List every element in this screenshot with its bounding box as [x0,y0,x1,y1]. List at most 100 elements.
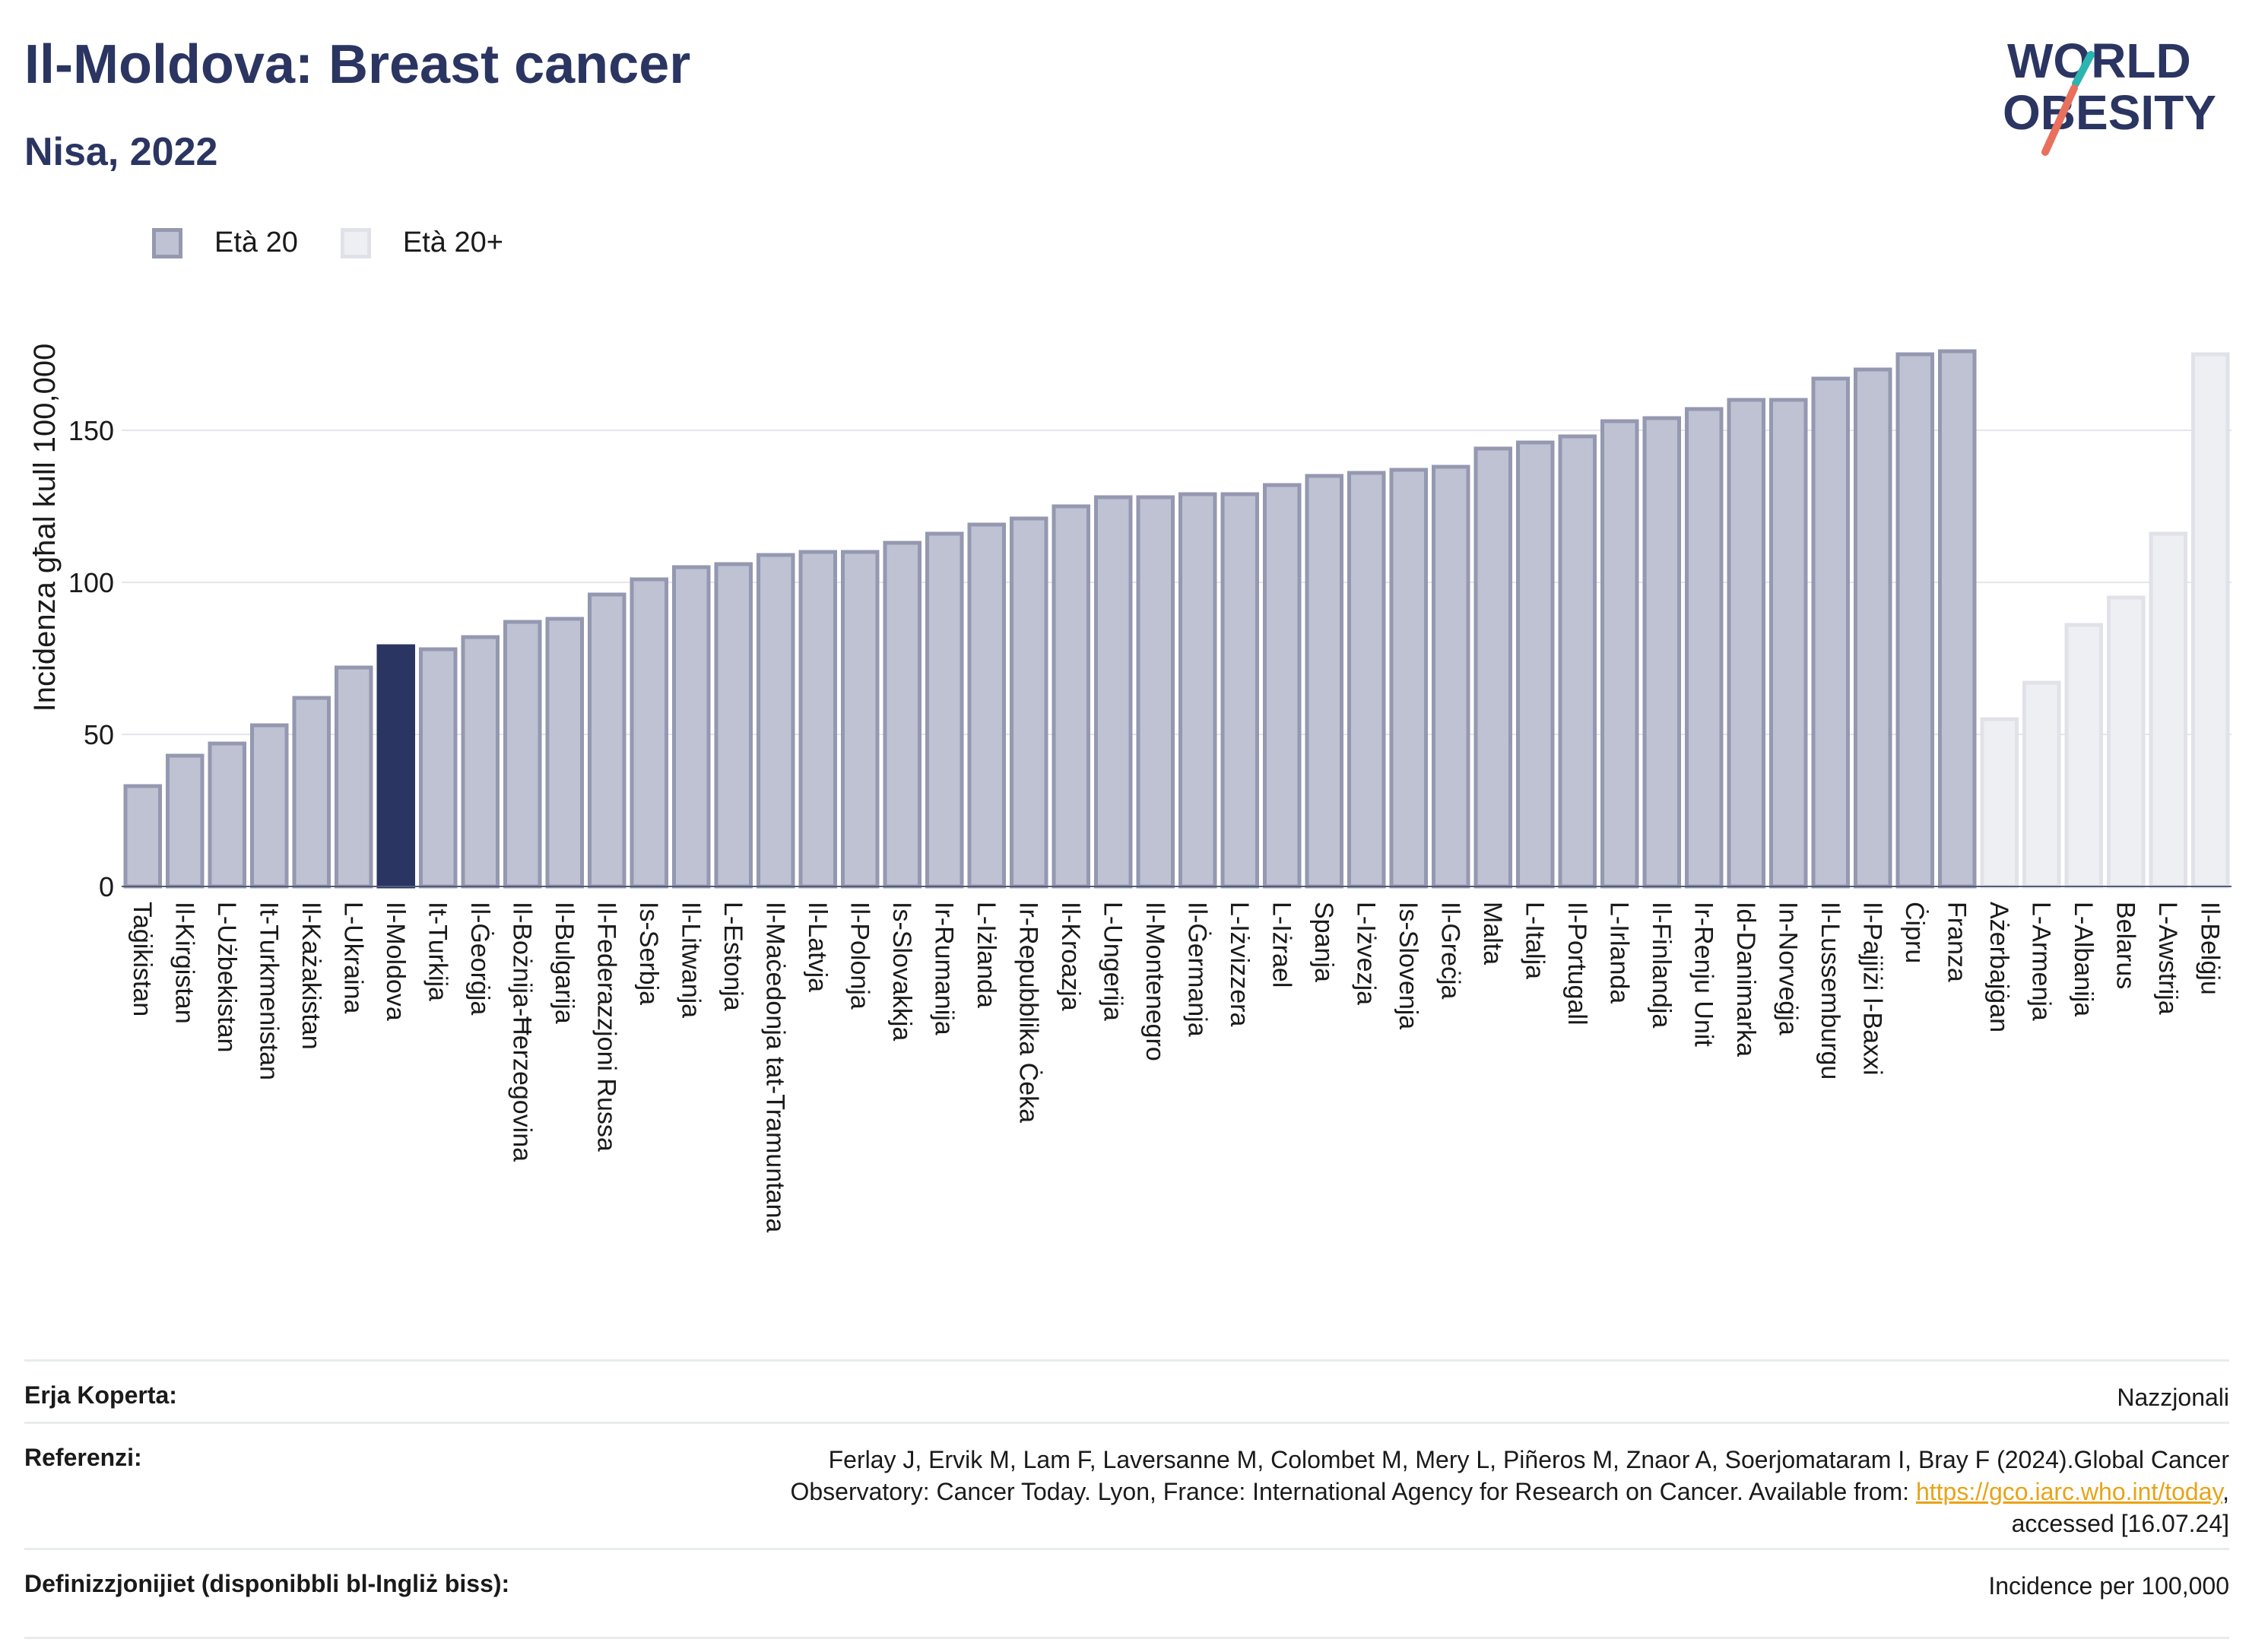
x-tick-label: Franza [1942,902,1971,982]
legend-item-age20[interactable]: Età 20 [152,227,298,259]
bar-16 [798,550,838,889]
legend-label-age20: Età 20 [214,227,298,258]
bar-0 [123,784,163,889]
bar-19 [925,531,964,889]
x-tick-label: Is-Serbja [634,902,663,1005]
references-line-3: accessed [16.07.24] [2011,1510,2229,1537]
x-tick-label: Il-Pajjiżi l-Baxxi [1857,902,1886,1076]
bar-18 [883,541,922,889]
x-tick-label: Il-Litwanja [676,902,705,1018]
bar-46 [2064,623,2104,889]
x-tick-label: L-Estonja [718,902,747,1011]
x-tick-label: L-Ukraina [338,902,367,1013]
x-tick-label: Ażerbajġan [1984,902,2013,1032]
y-tick-label: 100 [68,567,114,598]
footer-definitions-row: Definizzjonijiet (disponibbli bl-Ingliż … [24,1548,2229,1639]
bar-30 [1389,468,1429,889]
x-tick-label: L-Italja [1520,902,1549,979]
bar-29 [1347,471,1386,889]
bar-26 [1220,492,1260,889]
x-tick-label: L-Użbekistan [212,902,241,1052]
x-tick-label: Il-Każakistan [297,902,325,1050]
x-tick-label: Il-Ġermanja [1182,902,1211,1037]
x-tick-label: Il-Greċja [1435,902,1464,1000]
bar-10 [545,617,585,889]
logo-text-world: WORLD [2007,33,2191,88]
legend: Età 20 Età 20+ [152,227,546,259]
definitions-label: Definizzjonijiet (disponibbli bl-Ingliż … [24,1570,510,1597]
references-line-2-comma: , [2222,1478,2229,1505]
x-tick-label: L-Iżvizzera [1225,902,1254,1026]
coverage-value: Nazzjonali [2117,1384,2229,1411]
bar-15 [756,553,795,889]
world-obesity-logo: WORLD OBESITY [2003,33,2216,156]
references-line-2: Observatory: Cancer Today. Lyon, France:… [790,1476,2229,1508]
chart-subtitle: Nisa, 2022 [24,130,218,174]
legend-item-age20plus[interactable]: Età 20+ [340,227,503,259]
bar-14 [714,562,753,889]
bar-9 [503,620,542,889]
bar-13 [671,565,711,889]
bar-25 [1178,492,1217,889]
coverage-label: Erja Koperta: [24,1381,177,1409]
x-tick-label: Belarus [2111,902,2140,989]
bar-3 [249,723,289,889]
bar-37 [1684,407,1724,889]
bar-47 [2106,595,2146,889]
bar-32 [1473,446,1513,889]
x-tick-label: Il-Federazzjoni Russa [592,902,620,1152]
bar-49 [2190,352,2230,889]
bar-42 [1895,352,1935,889]
x-tick-label: In-Norveġja [1773,902,1802,1035]
bar-35 [1600,419,1639,889]
bar-39 [1768,398,1808,889]
x-tick-label: Il-Kirgistan [170,902,198,1024]
logo-slash-coral [2041,84,2078,156]
x-tick-label: Is-Slovakkja [887,902,916,1041]
bar-33 [1515,440,1555,889]
references-text: Ferlay J, Ervik M, Lam F, Laversanne M, … [790,1444,2229,1539]
x-tick-label: It-Turkmenistan [254,902,283,1080]
bar-24 [1136,495,1175,889]
bar-27 [1262,483,1302,889]
x-tick-label: L-Ungerija [1098,902,1127,1021]
logo-slash-teal [2072,51,2095,87]
x-tick-label: Il-Polonja [845,902,874,1010]
x-tick-label: Ir-Rumanija [929,902,958,1035]
bar-48 [2149,531,2188,889]
x-tick-label: Ċipru [1900,902,1929,963]
references-link[interactable]: https://gco.iarc.who.int/today [1915,1478,2223,1505]
x-tick-label: Il-Moldova [381,902,410,1021]
x-tick-label: Ir-Renju Unit [1689,902,1718,1047]
x-tick-label: Id-Danimarka [1731,902,1760,1057]
bar-38 [1727,398,1766,889]
bar-31 [1431,465,1470,889]
x-tick-label: L-Albanija [2069,902,2098,1016]
x-tick-label: Il-Ġeorġja [465,902,494,1015]
references-label: Referenzi: [24,1444,142,1471]
bar-12 [630,577,669,889]
y-axis-label: Incidenza għal kull 100,000 [28,344,62,712]
bar-22 [1052,504,1091,889]
x-tick-label: L-Irlanda [1604,902,1633,1004]
bar-8 [461,635,500,889]
bar-4 [292,696,331,889]
legend-swatch-age20plus [340,227,371,258]
x-tick-label: Il-Bulgarija [550,902,579,1024]
bar-5 [334,665,373,889]
bar-44 [1980,717,2019,889]
x-tick-label: Il-Belġju [2195,902,2224,995]
references-line-1: Ferlay J, Ervik M, Lam F, Laversanne M, … [828,1446,2229,1473]
legend-swatch-age20 [152,227,182,258]
bar-41 [1853,367,1892,889]
x-tick-label: L-Iżrael [1267,902,1296,988]
y-tick-label: 50 [84,719,114,750]
bar-7 [418,647,458,889]
bar-45 [2022,680,2061,889]
x-tick-label: Ir-Repubblika Ċeka [1013,902,1042,1123]
x-tick-label: Il-Bożnija-Ħerzegovina [507,902,536,1162]
y-tick-label: 0 [99,871,114,902]
bar-17 [840,550,880,889]
legend-label-age20plus: Età 20+ [402,227,503,258]
bar-36 [1642,416,1682,889]
